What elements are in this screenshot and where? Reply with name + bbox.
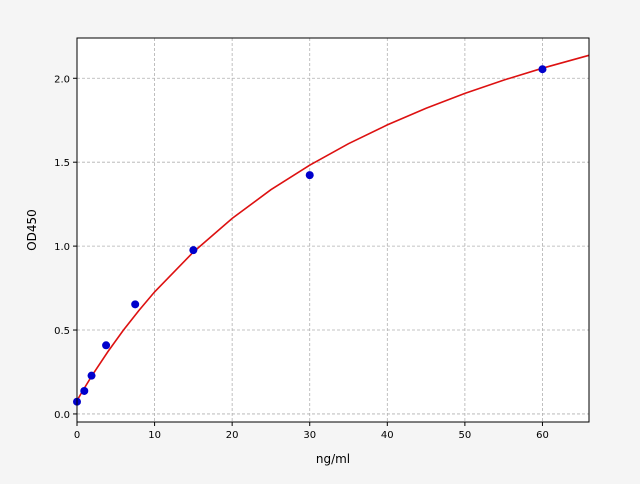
y-tick-label: 1.0: [54, 242, 70, 253]
data-point: [538, 65, 547, 74]
y-tick-label: 1.5: [54, 158, 70, 169]
y-tick-label: 0.5: [54, 326, 70, 337]
data-point: [87, 371, 96, 380]
x-tick-label: 50: [459, 430, 472, 441]
x-tick-label: 20: [226, 430, 239, 441]
y-tick-label: 0.0: [54, 410, 70, 421]
data-point: [131, 300, 140, 309]
data-point: [305, 171, 314, 180]
x-tick-label: 30: [303, 430, 316, 441]
fit-curve: [76, 54, 590, 401]
data-point: [80, 386, 89, 395]
x-tick-label: 10: [148, 430, 161, 441]
fit-curve-group: [76, 54, 590, 401]
y-tick-label: 2.0: [54, 74, 70, 85]
x-tick-label: 60: [536, 430, 549, 441]
x-axis-label: ng/ml: [316, 452, 350, 466]
plot-frame: [76, 37, 590, 423]
data-point: [102, 341, 111, 350]
y-axis-label: OD450: [25, 209, 39, 251]
plot-background: [77, 38, 589, 422]
grid: [76, 38, 589, 422]
x-tick-label: 0: [74, 430, 80, 441]
data-points: [73, 65, 547, 406]
ticks: 0 10 20 30 40 50 60 0.0 0.5 1.0 1.5 2.0: [54, 74, 549, 441]
data-point: [189, 246, 198, 255]
x-tick-label: 40: [381, 430, 394, 441]
